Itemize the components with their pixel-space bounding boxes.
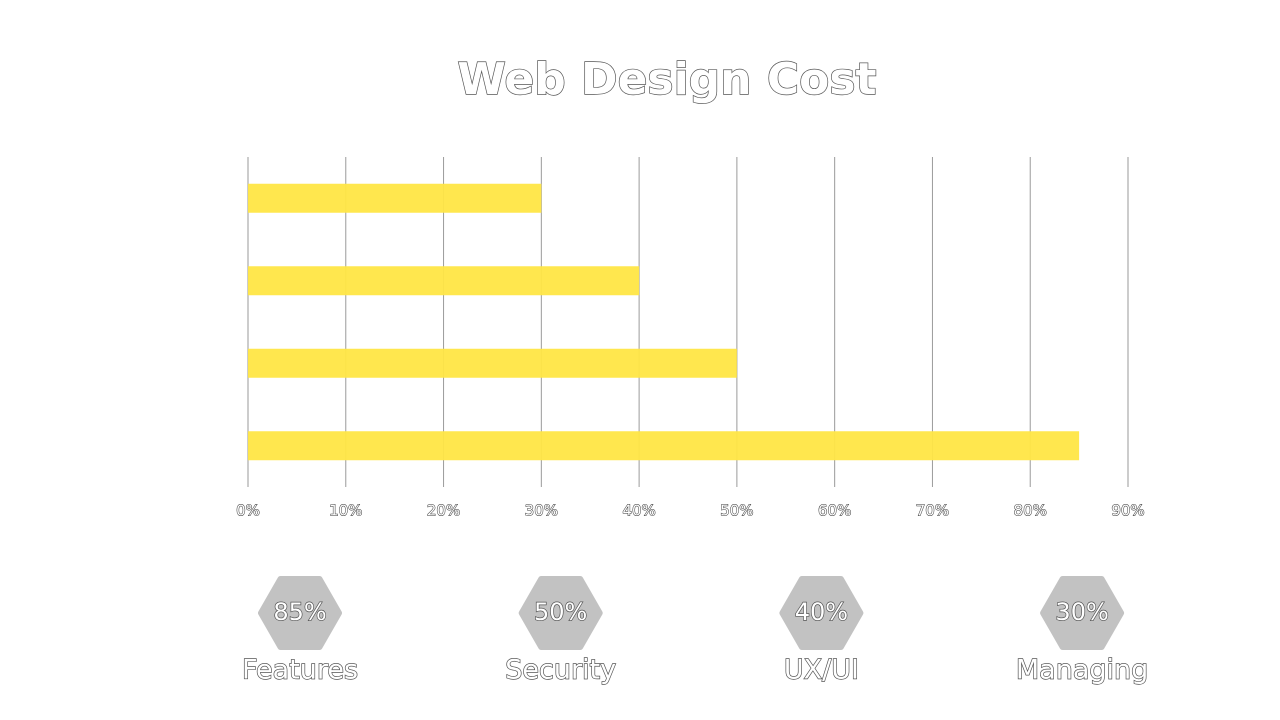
x-tick-label: 10% [329, 502, 362, 520]
bar [248, 348, 737, 378]
bar [248, 266, 640, 296]
badge-value: 40% [795, 598, 848, 626]
badge-value: 30% [1055, 598, 1108, 626]
x-tick-label: 20% [427, 502, 460, 520]
badge [258, 576, 342, 650]
x-tick-label: 70% [916, 502, 949, 520]
bar [248, 431, 1080, 461]
badge-label: Features [242, 655, 358, 686]
x-tick-label: 30% [525, 502, 558, 520]
x-tick-label: 40% [622, 502, 655, 520]
badge-label: UX/UI [784, 655, 859, 686]
x-tick-label: 80% [1014, 502, 1047, 520]
badge-label: Managing [1016, 655, 1148, 686]
x-tick-label: 60% [818, 502, 851, 520]
bar [248, 183, 542, 213]
badge [1040, 576, 1125, 650]
x-tick-label: 50% [720, 502, 753, 520]
badge-value: 50% [534, 598, 587, 626]
badge [779, 576, 864, 650]
badge [518, 576, 603, 650]
x-tick-label: 0% [236, 502, 260, 520]
chart-title: Web Design Cost [457, 54, 876, 105]
badge-label: Security [505, 655, 616, 686]
badge-value: 85% [273, 598, 326, 626]
x-tick-label: 90% [1111, 502, 1144, 520]
